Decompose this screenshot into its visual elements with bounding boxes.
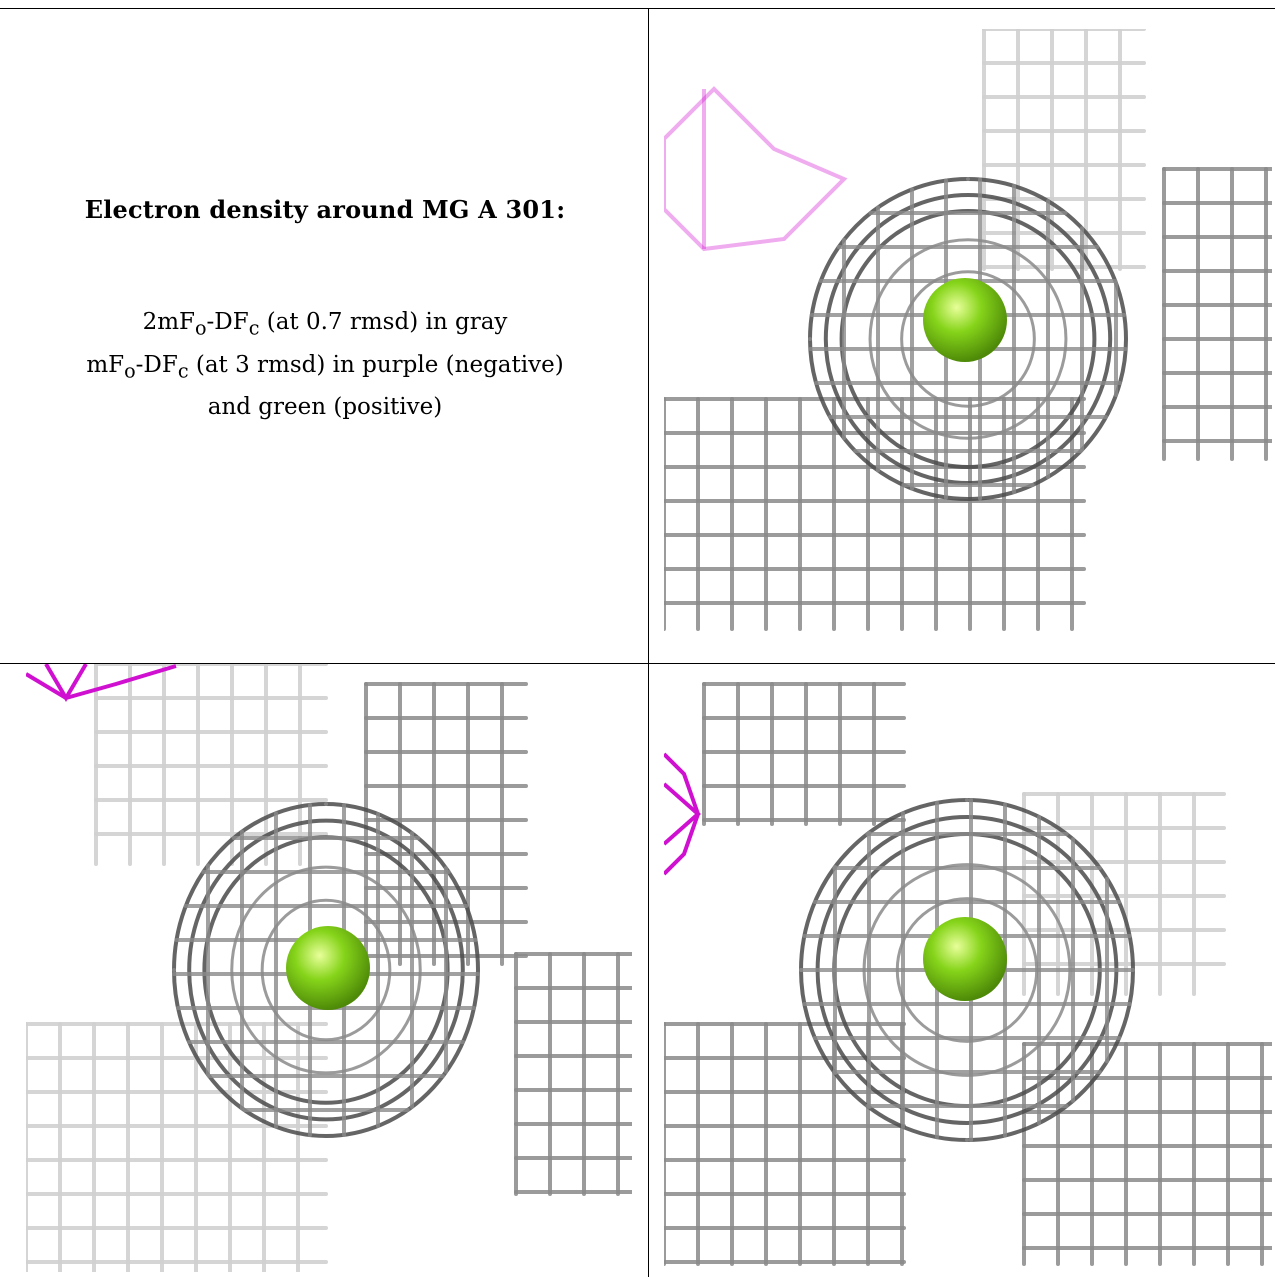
density-cage-around-atom (799, 798, 1135, 1142)
density-view-2 (26, 664, 632, 1272)
table-border-vertical (648, 8, 649, 1277)
magnesium-atom (923, 278, 1007, 362)
mesh-fragment-bottom-right (1022, 1042, 1272, 1266)
density-cage-around-atom (172, 802, 480, 1138)
mesh-fragment-right (1022, 792, 1226, 996)
table-border-middle-right (649, 663, 1275, 664)
caption-cell: Electron density around MG A 301: 2mFo-D… (20, 195, 630, 425)
caption-line-3: and green (positive) (207, 394, 443, 421)
magnesium-atom (923, 917, 1007, 1001)
caption-title: Electron density around MG A 301: (84, 195, 566, 224)
density-view-1 (664, 29, 1272, 635)
mesh-fragment-top (94, 664, 328, 866)
negative-density-mesh (664, 752, 702, 876)
caption-line-2: mFo-DFc (at 3 rmsd) in purple (negative) (86, 351, 564, 383)
negative-density-mesh (26, 664, 177, 702)
caption-line-1: 2mFo-DFc (at 0.7 rmsd) in gray (142, 309, 508, 340)
negative-density-mesh (664, 86, 848, 252)
mesh-fragment-top-left (702, 682, 906, 826)
mesh-fragment-right (514, 952, 632, 1196)
mesh-fragment-bottom-left (26, 1022, 328, 1272)
density-view-3 (664, 664, 1272, 1272)
mesh-fragment-bottom-left (664, 397, 1086, 631)
magnesium-atom (286, 926, 370, 1010)
table-border-top (0, 8, 1275, 9)
mesh-fragment-right (1162, 167, 1272, 461)
